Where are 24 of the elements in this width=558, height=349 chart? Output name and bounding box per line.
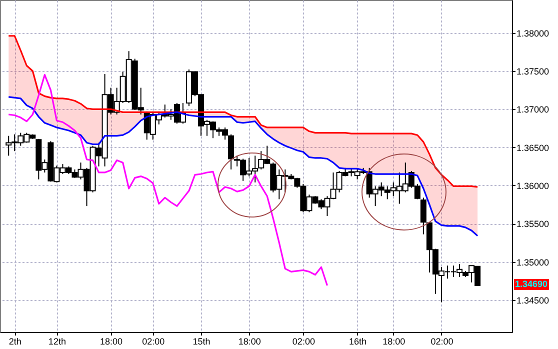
line-series — [8, 96, 478, 237]
x-tick-label: 18:00 — [382, 336, 406, 346]
y-tick-label: 1.35000 — [516, 257, 550, 268]
candlestick — [228, 134, 234, 170]
x-tick-label: 18:00 — [238, 336, 261, 346]
x-tick-label: 02:00 — [292, 336, 315, 346]
x-tick-label: 12th — [48, 336, 66, 346]
text: 1.34690 — [514, 279, 549, 290]
y-tick-label: 1.36000 — [516, 180, 550, 191]
y-tick-label: 1.36500 — [516, 142, 550, 153]
line-series — [8, 35, 478, 188]
x-tick-label: 18:00 — [100, 336, 123, 346]
y-tick-label: 1.38000 — [516, 28, 550, 38]
y-tick-label: 1.35500 — [516, 219, 550, 230]
y-tick-label: 1.37000 — [516, 104, 550, 115]
line-series — [8, 74, 328, 286]
x-tick-label: 02:00 — [430, 336, 454, 346]
x-tick-label: 02:00 — [142, 336, 165, 346]
x-tick-label: 2th — [8, 336, 22, 346]
x-tick-label: 15th — [192, 336, 210, 346]
y-tick-label: 1.37500 — [516, 66, 550, 76]
x-tick-label: 16th — [349, 336, 367, 346]
y-tick-label: 1.34500 — [516, 295, 550, 306]
candlestick — [420, 197, 426, 235]
